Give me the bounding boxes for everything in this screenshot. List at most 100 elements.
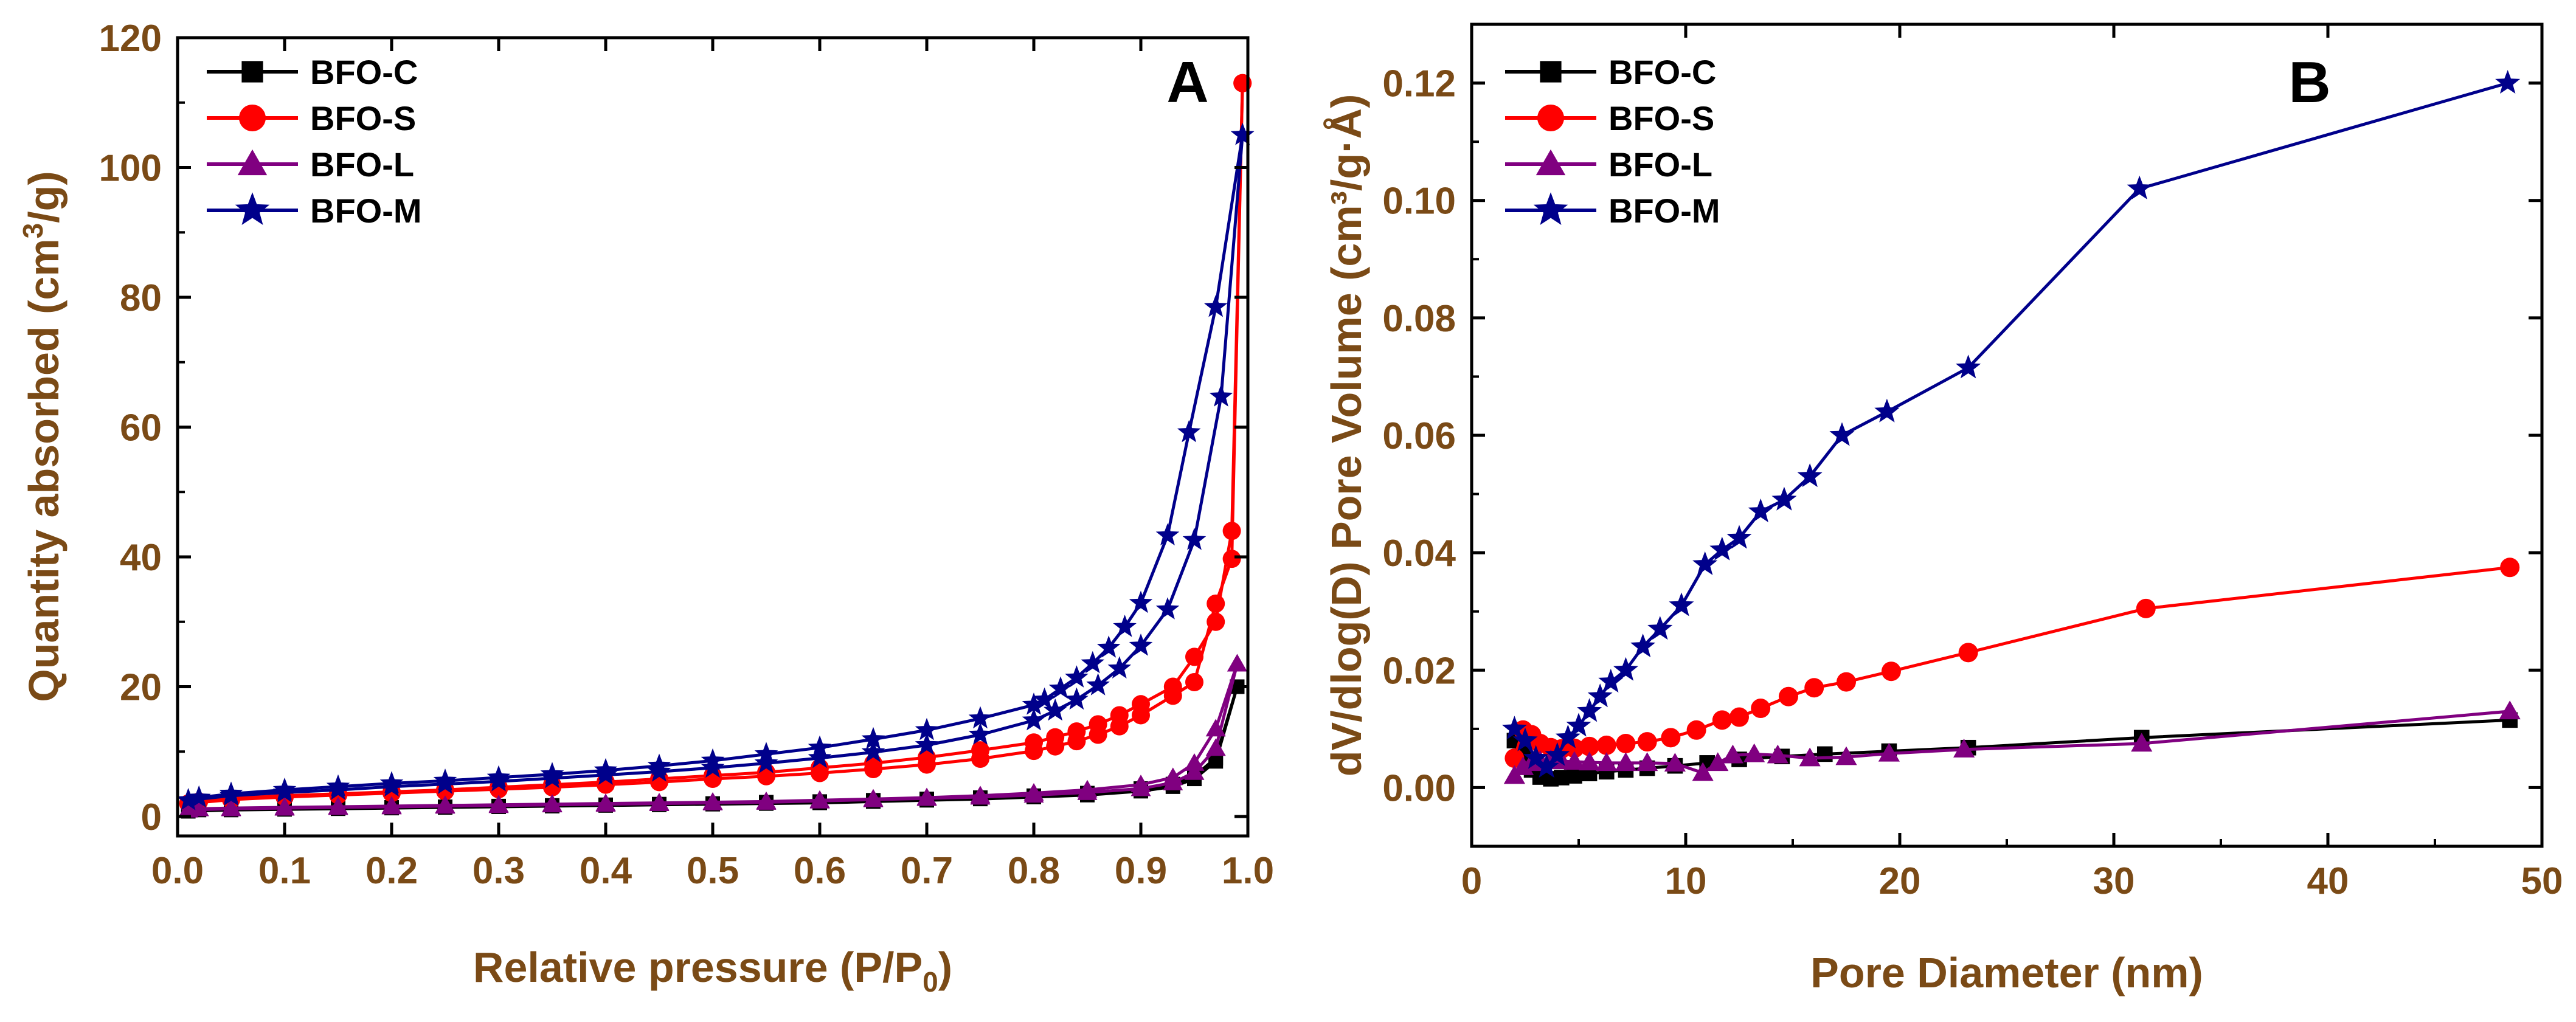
legend-entry-bfo-s: BFO-S xyxy=(1505,99,1714,137)
data-point-bfo-l xyxy=(1953,739,1975,758)
data-point-bfo-m xyxy=(1669,592,1694,616)
data-point-bfo-s xyxy=(1596,735,1616,755)
legend-entry-bfo-s: BFO-S xyxy=(207,99,416,137)
data-point-bfo-l xyxy=(1767,744,1788,764)
y-tick-label: 0.04 xyxy=(1382,533,1456,575)
data-point-bfo-s xyxy=(1067,722,1086,741)
data-point-bfo-l xyxy=(1184,753,1205,771)
data-point-bfo-s xyxy=(1778,686,1798,706)
data-point-bfo-s xyxy=(2500,558,2520,578)
x-tick-label: 0.5 xyxy=(687,850,739,892)
x-tick-label: 0.2 xyxy=(365,850,418,892)
data-point-bfo-s xyxy=(2136,598,2156,618)
data-point-bfo-m xyxy=(861,740,885,762)
data-point-bfo-m xyxy=(1874,398,1900,423)
legend-entry-bfo-c: BFO-C xyxy=(207,53,418,91)
legend-marker-bfo-l xyxy=(237,149,268,176)
data-point-bfo-m xyxy=(1598,669,1624,693)
data-point-bfo-m xyxy=(754,742,778,764)
data-point-bfo-m xyxy=(1022,692,1046,715)
data-point-bfo-s xyxy=(1207,594,1225,613)
data-point-bfo-l xyxy=(488,795,509,813)
y-tick-label: 0.02 xyxy=(1382,650,1456,692)
data-point-bfo-m xyxy=(219,781,243,804)
y-tick-label: 0.12 xyxy=(1382,63,1456,105)
data-point-bfo-l xyxy=(1692,762,1714,781)
x-tick-label: 0.3 xyxy=(473,850,525,892)
series-line-bfo-m-desorption xyxy=(198,134,1244,799)
data-point-bfo-m xyxy=(1545,742,1570,766)
pore-distribution-chart-svg: 0 10 20 30 40 50 0.00 0.02 0.04 0.06 0.08 0.10 0.12 B… xyxy=(1323,22,2563,996)
data-point-bfo-l xyxy=(1664,753,1686,772)
series-line-bfo-m-adsorption xyxy=(188,134,1244,802)
data-point-bfo-l xyxy=(1596,752,1618,772)
data-point-bfo-s xyxy=(1207,612,1225,631)
legend-marker-bfo-l xyxy=(1536,149,1566,176)
series-bfo-s xyxy=(179,74,1252,813)
x-tick-label: 50 xyxy=(2521,860,2563,902)
y-tick-label: 100 xyxy=(99,147,162,189)
legend-label-bfo-m: BFO-M xyxy=(1608,192,1720,230)
data-point-bfo-m xyxy=(1155,523,1180,546)
data-point-bfo-m xyxy=(968,706,992,729)
legend-entry-bfo-l: BFO-L xyxy=(1505,145,1712,184)
legend-label-bfo-c: BFO-C xyxy=(1608,53,1716,91)
legend-label-bfo-c: BFO-C xyxy=(310,53,418,91)
data-point-bfo-m xyxy=(647,753,671,776)
data-point-bfo-m xyxy=(1630,634,1656,658)
data-point-bfo-l xyxy=(863,789,884,807)
x-tick-label: 0.7 xyxy=(901,850,953,892)
data-point-bfo-m xyxy=(1523,745,1549,769)
x-tick-label: 0.6 xyxy=(794,850,846,892)
data-point-bfo-l xyxy=(1799,747,1821,767)
data-point-bfo-l xyxy=(1184,762,1205,780)
data-point-bfo-m xyxy=(1726,525,1752,549)
data-point-bfo-m xyxy=(1692,551,1718,575)
x-tick-label: 20 xyxy=(1879,860,1921,902)
data-point-bfo-m xyxy=(2127,175,2152,199)
data-point-bfo-s xyxy=(1616,734,1636,753)
data-point-bfo-m xyxy=(1065,687,1089,710)
data-point-bfo-m xyxy=(1797,463,1823,488)
data-point-bfo-s xyxy=(1222,550,1241,568)
data-point-bfo-m xyxy=(176,788,200,810)
data-point-bfo-m xyxy=(272,778,297,800)
data-point-bfo-l xyxy=(1636,752,1658,772)
data-point-bfo-m xyxy=(915,733,939,755)
data-point-bfo-m xyxy=(1501,716,1527,740)
data-point-bfo-l xyxy=(1077,779,1098,798)
x-axis-title: Pore Diameter (nm) xyxy=(1810,949,2203,996)
data-point-bfo-l xyxy=(2131,733,2153,752)
legend-marker-bfo-s xyxy=(239,105,266,131)
legend-marker-bfo-c xyxy=(1540,61,1562,83)
data-point-bfo-m xyxy=(808,735,832,758)
data-point-bfo-m xyxy=(1033,687,1056,710)
data-point-bfo-s xyxy=(1579,736,1599,756)
data-point-bfo-m xyxy=(2495,70,2521,94)
data-point-bfo-l xyxy=(1205,738,1226,756)
panel-a-isotherm-chart: 0.0 0.1 0.2 0.3 0.4 0.5 0.6 0.7 0.8 0.9 1.0 0 20 40 60… xyxy=(0,0,1277,1019)
data-point-bfo-m xyxy=(187,785,211,808)
y-tick-label: 0.06 xyxy=(1382,415,1456,457)
data-point-bfo-m xyxy=(433,768,457,791)
data-point-bfo-l xyxy=(1130,775,1151,793)
data-point-bfo-s xyxy=(1661,728,1681,748)
x-tick-label: 0.4 xyxy=(580,850,632,892)
data-point-bfo-l xyxy=(274,797,295,815)
data-point-bfo-m xyxy=(1566,713,1591,737)
data-point-bfo-s xyxy=(1222,522,1241,540)
data-point-bfo-m xyxy=(701,755,725,778)
legend-entry-bfo-m: BFO-M xyxy=(207,192,422,230)
x-tick-label: 0.9 xyxy=(1115,850,1167,892)
data-point-bfo-m xyxy=(1129,634,1153,656)
data-point-bfo-s xyxy=(1110,706,1129,725)
data-point-bfo-s xyxy=(1185,673,1203,692)
data-point-bfo-m xyxy=(1022,708,1046,731)
data-point-bfo-m xyxy=(1534,754,1559,778)
data-point-bfo-m xyxy=(1771,486,1797,511)
data-point-bfo-m xyxy=(1230,122,1255,145)
data-point-bfo-l xyxy=(189,798,209,817)
panel-letter: A xyxy=(1166,50,1208,115)
data-point-bfo-s xyxy=(918,748,936,767)
data-point-bfo-l xyxy=(1163,767,1183,785)
